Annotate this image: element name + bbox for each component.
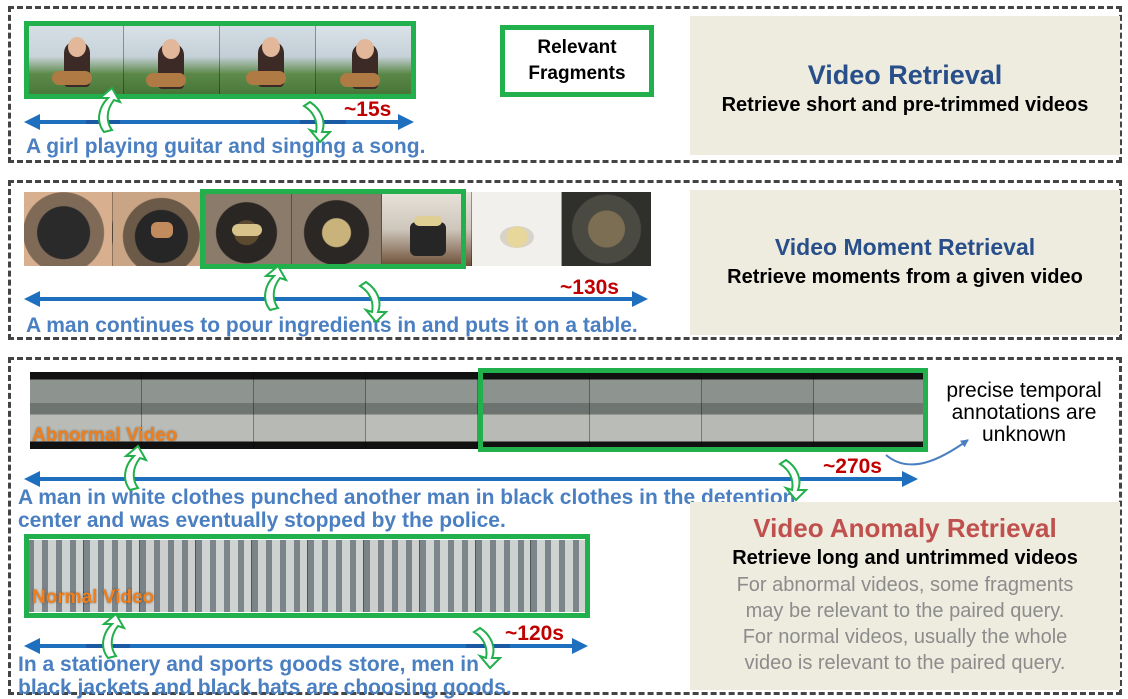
timeline-arrow (24, 114, 414, 130)
video-frame (562, 192, 651, 266)
video-frame (531, 540, 586, 612)
video-frame (24, 192, 113, 266)
cooking-video-strip (24, 192, 651, 266)
video-frame (196, 540, 252, 612)
relevant-fragment-box (200, 189, 466, 269)
video-frame (202, 192, 292, 266)
end-marker-arrow (778, 458, 809, 502)
start-marker-arrow (97, 86, 123, 134)
guitar-video-strip (28, 25, 412, 95)
relevant-fragment-box (478, 368, 928, 452)
legend-label: Relevant Fragments (528, 37, 626, 84)
video-frame (478, 372, 590, 449)
video-frame (292, 192, 382, 266)
duration-label: ~15s (344, 98, 392, 121)
timeline-arrow (24, 291, 648, 307)
relevant-fragment-box (24, 534, 590, 618)
video-frame (382, 192, 472, 266)
end-marker-arrow (302, 100, 333, 144)
video-frame (472, 192, 562, 266)
task-subtitle: Retrieve short and pre-trimmed videos (721, 94, 1089, 116)
video-frame (702, 372, 814, 449)
abnormal-video-strip (30, 372, 926, 449)
anomaly-note: For abnormal videos, some fragments may … (736, 574, 1074, 674)
video-frame (28, 540, 84, 612)
duration-label: ~120s (505, 622, 564, 645)
video-frame (84, 540, 140, 612)
video-frame (254, 372, 366, 449)
moment-retrieval-info: Video Moment Retrieval Retrieve moments … (690, 190, 1120, 335)
relevant-fragments-legend: Relevant Fragments (500, 25, 654, 97)
task-subtitle: Retrieve moments from a given video (727, 266, 1083, 288)
video-frame (316, 25, 412, 95)
timeline-arrow (24, 471, 918, 487)
video-frame (140, 540, 196, 612)
video-retrieval-info: Video Retrieval Retrieve short and pre-t… (690, 16, 1120, 155)
normal-video-strip (28, 540, 586, 612)
start-marker-arrow (123, 444, 149, 492)
duration-label: ~270s (823, 455, 882, 478)
video-frame (590, 372, 702, 449)
relevant-fragment-box (24, 21, 416, 99)
task-subtitle: Retrieve long and untrimmed videos (732, 547, 1078, 569)
video-frame (814, 372, 926, 449)
anomaly-retrieval-panel (8, 357, 1122, 695)
temporal-annotation-note: precise temporal annotations are unknown (946, 379, 1102, 446)
video-frame (142, 372, 254, 449)
video-frame (476, 540, 531, 612)
end-marker-arrow (472, 626, 503, 670)
video-frame (220, 25, 316, 95)
video-frame (124, 25, 220, 95)
video-frame (308, 540, 364, 612)
video-frame (113, 192, 202, 266)
abnormal-video-label: Abnormal Video (32, 425, 178, 446)
moment-retrieval-panel (8, 180, 1122, 340)
task-title: Video Retrieval (807, 60, 1003, 90)
start-marker-arrow (263, 264, 289, 312)
start-marker-arrow (101, 612, 127, 660)
video-frame (420, 540, 476, 612)
query-caption: A man in white clothes punched another m… (18, 486, 796, 532)
query-caption: In a stationery and sports goods store, … (18, 653, 512, 699)
task-title: Video Anomaly Retrieval (753, 513, 1057, 543)
anomaly-retrieval-info: Video Anomaly Retrieval Retrieve long an… (690, 502, 1120, 690)
annotation-pointer (885, 439, 969, 466)
query-caption: A man continues to pour ingredients in a… (26, 314, 638, 337)
video-frame (30, 372, 142, 449)
task-title: Video Moment Retrieval (774, 234, 1036, 260)
duration-label: ~130s (560, 276, 619, 299)
video-retrieval-panel (8, 6, 1122, 163)
video-frame (364, 540, 420, 612)
query-caption: A girl playing guitar and singing a song… (26, 135, 426, 158)
video-frame (366, 372, 478, 449)
video-frame (252, 540, 308, 612)
video-frame (28, 25, 124, 95)
end-marker-arrow (358, 280, 389, 324)
normal-video-label: Normal Video (32, 587, 155, 608)
